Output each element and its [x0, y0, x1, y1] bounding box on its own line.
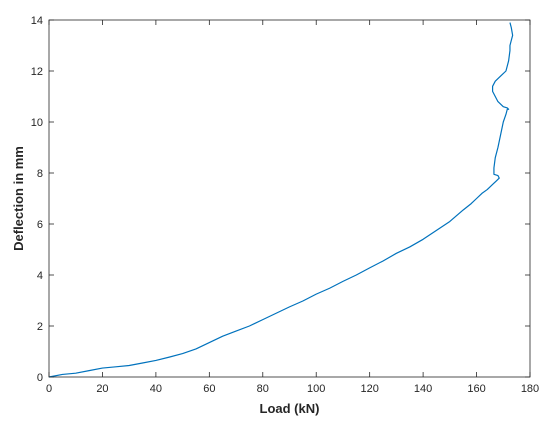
y-tick-label: 12	[31, 66, 43, 78]
x-tick-label: 40	[150, 383, 162, 395]
x-tick-label: 160	[467, 383, 485, 395]
x-tick-label: 20	[96, 383, 108, 395]
y-tick-label: 6	[37, 219, 43, 231]
series-line	[48, 22, 514, 378]
x-tick-label: 60	[203, 383, 215, 395]
y-tick-label: 10	[31, 117, 43, 129]
x-tick-label: 140	[414, 383, 432, 395]
x-axis-title: Load (kN)	[260, 401, 320, 416]
x-tick-label: 100	[307, 383, 325, 395]
y-tick-label: 0	[37, 372, 43, 384]
y-tick-label: 4	[37, 270, 43, 282]
plot-frame	[48, 19, 531, 378]
x-tick-label: 80	[257, 383, 269, 395]
x-tick-label: 120	[360, 383, 378, 395]
axis-ticks	[48, 19, 531, 378]
plot-area-background	[49, 20, 530, 377]
y-tick-label: 8	[37, 168, 43, 180]
y-tick-label: 2	[37, 321, 43, 333]
tick-labels: 0 20 40 60 80 100 120 140 160 180 0 2 4 6 8 10 12 14	[31, 15, 539, 395]
y-tick-label: 14	[31, 15, 43, 27]
y-axis-title: Deflection in mm	[11, 146, 26, 251]
x-tick-label: 180	[521, 383, 539, 395]
x-tick-label: 0	[46, 383, 52, 395]
